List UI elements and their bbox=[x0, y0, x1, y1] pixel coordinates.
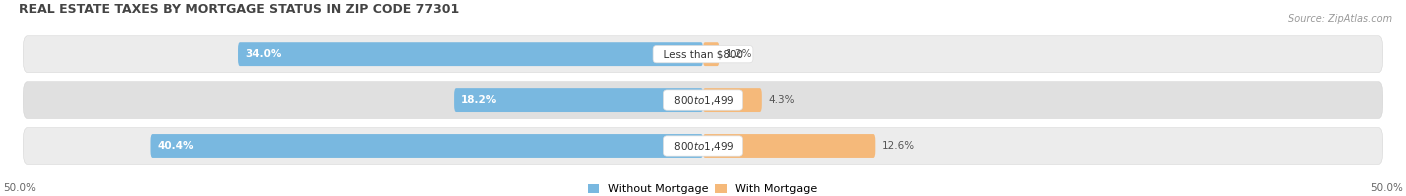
FancyBboxPatch shape bbox=[24, 82, 1382, 118]
FancyBboxPatch shape bbox=[454, 88, 703, 112]
Text: Less than $800: Less than $800 bbox=[657, 49, 749, 59]
Text: 12.6%: 12.6% bbox=[882, 141, 915, 151]
Text: 34.0%: 34.0% bbox=[245, 49, 281, 59]
FancyBboxPatch shape bbox=[238, 42, 703, 66]
Text: Source: ZipAtlas.com: Source: ZipAtlas.com bbox=[1288, 14, 1392, 24]
FancyBboxPatch shape bbox=[24, 128, 1382, 164]
FancyBboxPatch shape bbox=[150, 134, 703, 158]
Text: $800 to $1,499: $800 to $1,499 bbox=[666, 93, 740, 107]
Legend: Without Mortgage, With Mortgage: Without Mortgage, With Mortgage bbox=[588, 184, 818, 194]
Text: $800 to $1,499: $800 to $1,499 bbox=[666, 140, 740, 152]
FancyBboxPatch shape bbox=[24, 36, 1382, 73]
Text: 40.4%: 40.4% bbox=[157, 141, 194, 151]
FancyBboxPatch shape bbox=[703, 88, 762, 112]
Text: 18.2%: 18.2% bbox=[461, 95, 498, 105]
FancyBboxPatch shape bbox=[703, 134, 876, 158]
FancyBboxPatch shape bbox=[703, 42, 720, 66]
Text: 1.2%: 1.2% bbox=[727, 49, 752, 59]
Text: 4.3%: 4.3% bbox=[769, 95, 796, 105]
Text: REAL ESTATE TAXES BY MORTGAGE STATUS IN ZIP CODE 77301: REAL ESTATE TAXES BY MORTGAGE STATUS IN … bbox=[20, 3, 460, 16]
